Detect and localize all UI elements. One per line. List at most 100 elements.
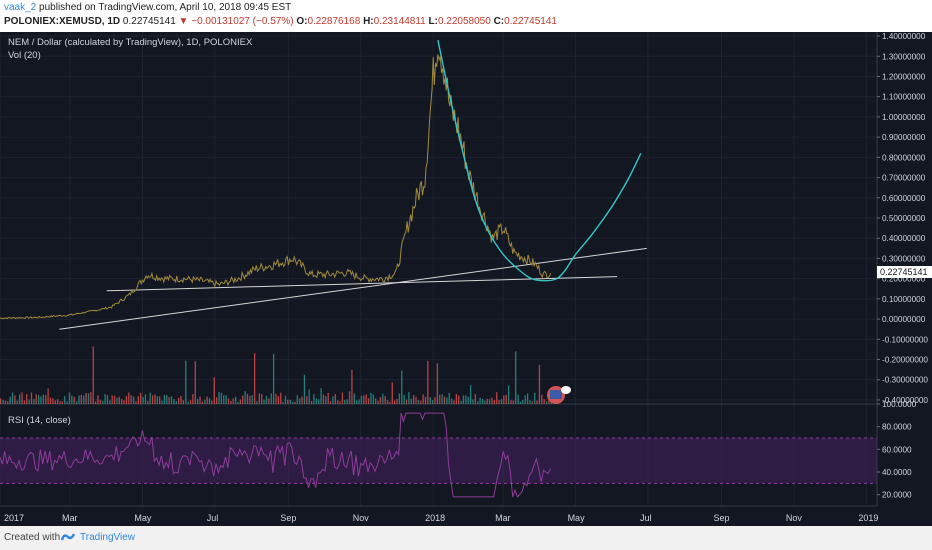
volume-bar <box>382 393 384 404</box>
volume-bar <box>199 396 201 404</box>
volume-bar <box>434 397 436 404</box>
volume-bar <box>78 395 80 404</box>
volume-bar <box>375 398 377 404</box>
volume-bar <box>412 395 415 404</box>
volume-bar <box>529 400 531 404</box>
price-tick-label: 1.40000000 <box>882 32 926 41</box>
volume-bar <box>215 397 218 404</box>
volume-bar <box>56 399 59 404</box>
volume-bar <box>2 399 4 404</box>
volume-bar <box>481 398 484 404</box>
time-axis[interactable]: 2017 Mar May Jul Sep Nov 2018 Mar May Jul Sep Nov 20… <box>0 505 932 526</box>
volume-bar <box>189 400 192 404</box>
volume-bar <box>303 374 306 404</box>
volume-bar <box>403 394 405 404</box>
volume-bar <box>211 400 213 404</box>
price-tick-label: 1.20000000 <box>882 72 926 81</box>
tradingview-logo-icon[interactable] <box>60 531 76 543</box>
volume-bar <box>353 393 355 404</box>
volume-bar <box>66 401 68 404</box>
rsi-legend: RSI (14, close) <box>8 415 71 426</box>
volume-bar <box>469 385 472 404</box>
tradingview-brand[interactable]: TradingView <box>80 532 136 543</box>
author-link[interactable]: vaak_2 <box>4 2 37 13</box>
volume-bar <box>408 392 410 404</box>
volume-bar <box>64 396 66 404</box>
volume-bar <box>315 398 317 404</box>
trendline <box>59 247 647 330</box>
volume-bar <box>446 397 448 404</box>
price-axis-bg <box>877 32 932 526</box>
grid-lines <box>0 32 877 506</box>
flag-icon[interactable] <box>547 386 571 404</box>
volume-bar <box>94 401 97 404</box>
time-tick-label: Jul <box>207 513 219 523</box>
volume-bar <box>405 399 408 404</box>
volume-bar <box>313 394 315 404</box>
chart-area[interactable]: 1.40000000 1.30000000 1.20000000 1.10000000… <box>0 32 932 526</box>
volume-bar <box>121 399 123 404</box>
volume-bar <box>33 398 35 404</box>
fit-curve-path <box>437 39 642 282</box>
volume-bar <box>429 397 431 404</box>
volume-bar <box>154 394 156 404</box>
volume-bar <box>128 392 130 404</box>
volume-bar <box>496 392 498 404</box>
volume-bar <box>45 395 47 404</box>
volume-bar <box>272 353 275 404</box>
time-tick-label: Nov <box>786 513 803 523</box>
rsi-axis[interactable]: 100.0000 80.0000 60.0000 40.0000 20.0000 <box>877 400 917 500</box>
price-tick-label: 0.00000000 <box>882 315 926 324</box>
volume-bar <box>49 397 52 404</box>
time-tick-label: Nov <box>353 513 370 523</box>
volume-bar <box>35 394 37 404</box>
rsi-tick-label: 100.0000 <box>882 400 917 409</box>
price-tick-label: 0.20000000 <box>882 275 926 284</box>
price-chart[interactable]: 1.40000000 1.30000000 1.20000000 1.10000000… <box>0 32 932 526</box>
volume-bar <box>140 392 142 404</box>
volume-bar <box>360 395 363 404</box>
volume-bar <box>522 400 524 404</box>
volume-bar <box>0 398 2 404</box>
volume-bar <box>491 397 493 404</box>
volume-bar <box>116 397 118 404</box>
time-tick-label: Mar <box>495 513 511 523</box>
volume-bar <box>265 395 268 404</box>
volume-bar <box>393 400 396 404</box>
volume-bar <box>348 391 351 404</box>
volume-bar <box>263 399 265 404</box>
volume-bar <box>258 393 261 404</box>
change-arrow: ▼ <box>178 16 189 27</box>
volume-bar <box>61 401 64 404</box>
volume-bar <box>104 393 106 404</box>
volume-bar <box>130 395 132 404</box>
volume-bar <box>379 397 382 404</box>
volume-bar <box>341 392 344 404</box>
volume-bar <box>182 400 185 404</box>
time-tick-label: Sep <box>280 513 296 523</box>
time-tick-label: Jul <box>640 513 652 523</box>
price-axis[interactable]: 1.40000000 1.30000000 1.20000000 1.10000000… <box>876 32 932 526</box>
volume-bar <box>223 395 225 404</box>
price-tick-label: 0.50000000 <box>882 214 926 223</box>
volume-bar <box>204 399 206 404</box>
volume-bar <box>256 401 258 404</box>
volume-bar <box>246 393 249 404</box>
flag-icon-canton <box>550 390 562 399</box>
volume-bar <box>448 392 450 404</box>
high-value: 0.23144811 <box>373 16 426 27</box>
volume-bar <box>40 396 42 404</box>
high-label: H: <box>363 16 374 27</box>
fit-curve[interactable] <box>437 39 642 282</box>
volume-bar <box>515 351 517 404</box>
volume-bar <box>194 361 196 404</box>
volume-bar <box>270 393 272 404</box>
volume-bar <box>47 388 49 404</box>
volume-bar <box>75 401 78 404</box>
volume-bar <box>4 400 7 404</box>
low-label: L: <box>428 16 438 27</box>
volume-bar <box>294 401 296 404</box>
rsi-line <box>0 412 552 498</box>
volume-bar <box>498 399 500 404</box>
volume-bar <box>346 399 348 404</box>
